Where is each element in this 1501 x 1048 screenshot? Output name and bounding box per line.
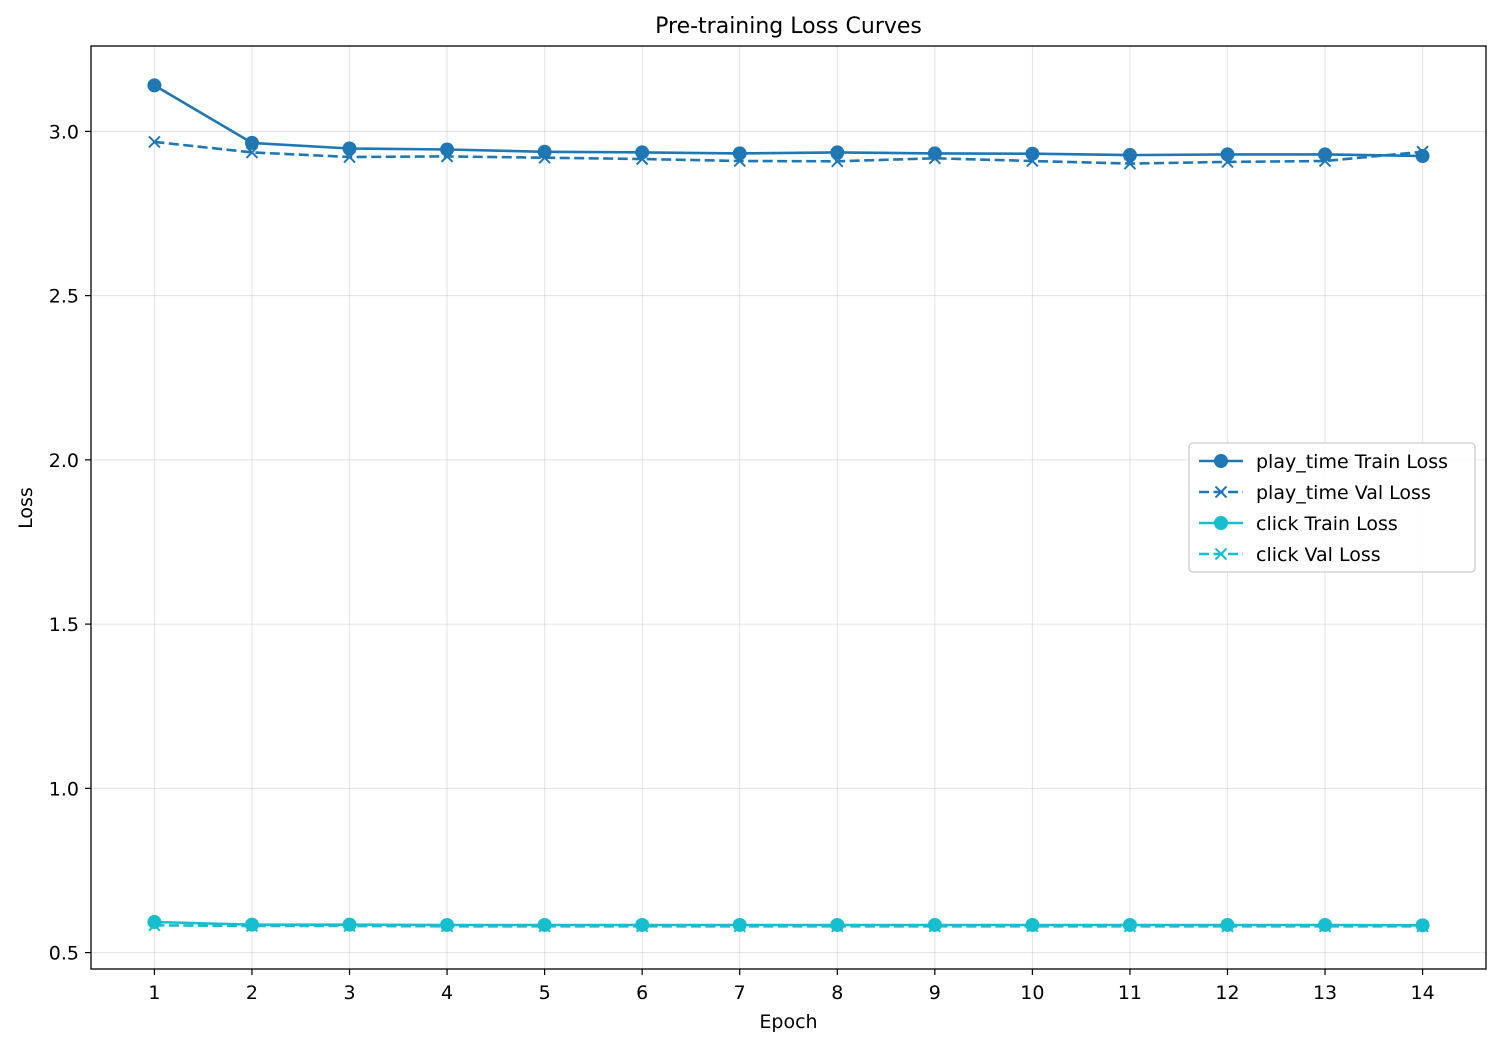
data-point-play-time-val-loss: [1123, 157, 1137, 170]
data-point-play-time-train-loss: [244, 135, 259, 150]
data-point-play-time-val-loss: [538, 151, 551, 164]
x-tick-label: 9: [929, 982, 941, 1004]
x-tick-label: 10: [1020, 982, 1044, 1004]
x-tick-label: 13: [1313, 982, 1337, 1004]
x-tick-label: 1: [148, 982, 160, 1004]
y-axis: 0.5 1.0 1.5 2.0 2.5 3.0: [49, 121, 91, 965]
data-point-play-time-val-loss: [831, 155, 844, 168]
data-point-click-val-loss: [635, 920, 649, 933]
legend-label: play_time Train Loss: [1256, 451, 1448, 473]
x-tick-label: 3: [343, 982, 355, 1004]
data-point-play-time-val-loss: [148, 135, 161, 149]
series-play-time-val-loss: [148, 135, 1429, 170]
y-axis-label: Loss: [15, 487, 37, 529]
data-point-play-time-train-loss: [147, 78, 162, 93]
x-tick-label: 8: [831, 982, 843, 1004]
data-point-click-val-loss: [538, 920, 551, 933]
data-point-play-time-train-loss: [732, 146, 747, 161]
data-point-click-val-loss: [831, 920, 844, 933]
y-tick-label: 3.0: [49, 121, 79, 143]
data-point-play-time-train-loss: [342, 141, 357, 156]
x-axis: 1 2 3 4 5 6 7 8 9 10 11 12 13 14: [148, 969, 1435, 1004]
y-tick-label: 1.0: [49, 778, 79, 800]
data-point-play-time-val-loss: [928, 152, 942, 165]
data-point-click-val-loss: [1026, 920, 1039, 933]
x-tick-label: 6: [636, 982, 648, 1004]
data-point-play-time-val-loss: [1221, 155, 1234, 169]
y-tick-label: 2.0: [49, 450, 79, 472]
series-click-val-loss: [148, 919, 1429, 933]
data-point-play-time-train-loss: [1220, 147, 1235, 162]
data-point-play-time-val-loss: [733, 154, 746, 168]
legend-marker: [1214, 485, 1228, 499]
x-tick-label: 2: [246, 982, 258, 1004]
legend-label: click Val Loss: [1256, 544, 1381, 566]
legend-item-click-train-loss: click Train Loss: [1199, 513, 1398, 535]
data-point-play-time-train-loss: [927, 146, 942, 161]
data-point-click-val-loss: [1416, 920, 1429, 933]
data-point-play-time-train-loss: [635, 145, 650, 160]
data-point-play-time-val-loss: [343, 150, 356, 164]
data-point-play-time-val-loss: [1318, 154, 1332, 168]
x-tick-label: 4: [441, 982, 453, 1004]
x-tick-label: 5: [539, 982, 551, 1004]
data-point-play-time-train-loss: [830, 145, 845, 160]
legend-marker: [1214, 516, 1228, 530]
legend-item-play-time-val-loss: play_time Val Loss: [1199, 482, 1431, 504]
series-line-play-time-val-loss: [154, 140, 1423, 165]
plot-frame: [90, 45, 1487, 970]
series-click-train-loss: [147, 915, 1430, 933]
data-point-play-time-train-loss: [1025, 146, 1040, 161]
series-line-click-val-loss: [154, 924, 1423, 928]
data-point-click-val-loss: [1123, 920, 1137, 933]
y-tick-label: 1.5: [49, 614, 79, 636]
series-play-time-train-loss: [147, 78, 1430, 164]
legend: play_time Train Loss play_time Val Loss cl…: [1188, 442, 1476, 573]
series-line-play-time-train-loss: [153, 84, 1423, 158]
legend-item-play-time-train-loss: play_time Train Loss: [1199, 451, 1448, 473]
legend-item-click-val-loss: click Val Loss: [1199, 544, 1381, 566]
x-tick-label: 7: [734, 982, 746, 1004]
x-tick-label: 12: [1215, 982, 1239, 1004]
y-tick-label: 2.5: [49, 286, 79, 308]
data-point-click-val-loss: [1318, 920, 1332, 933]
data-point-play-time-train-loss: [1122, 148, 1137, 163]
data-point-click-val-loss: [245, 919, 259, 933]
data-point-play-time-val-loss: [440, 150, 454, 163]
legend-marker: [1214, 547, 1228, 561]
data-point-play-time-val-loss: [635, 152, 649, 166]
data-point-play-time-train-loss: [440, 142, 455, 157]
data-point-click-val-loss: [343, 919, 356, 933]
x-tick-label: 14: [1410, 982, 1434, 1004]
data-point-click-val-loss: [928, 920, 942, 933]
data-point-click-val-loss: [733, 920, 746, 933]
x-axis-label: Epoch: [759, 1011, 817, 1033]
legend-label: click Train Loss: [1256, 513, 1398, 535]
data-point-play-time-val-loss: [1416, 145, 1429, 158]
data-point-play-time-val-loss: [1026, 154, 1039, 168]
x-tick-label: 11: [1118, 982, 1142, 1004]
data-point-click-val-loss: [1221, 920, 1234, 933]
series-layer: [147, 78, 1430, 933]
legend-label: play_time Val Loss: [1256, 482, 1431, 504]
legend-marker: [1214, 454, 1228, 468]
chart-title: Pre-training Loss Curves: [655, 14, 922, 39]
legend-box: [1188, 442, 1476, 573]
data-point-play-time-val-loss: [245, 146, 259, 159]
data-point-click-val-loss: [440, 920, 454, 933]
y-tick-label: 0.5: [49, 943, 79, 965]
data-point-click-val-loss: [148, 919, 161, 932]
data-point-play-time-train-loss: [1318, 147, 1333, 162]
